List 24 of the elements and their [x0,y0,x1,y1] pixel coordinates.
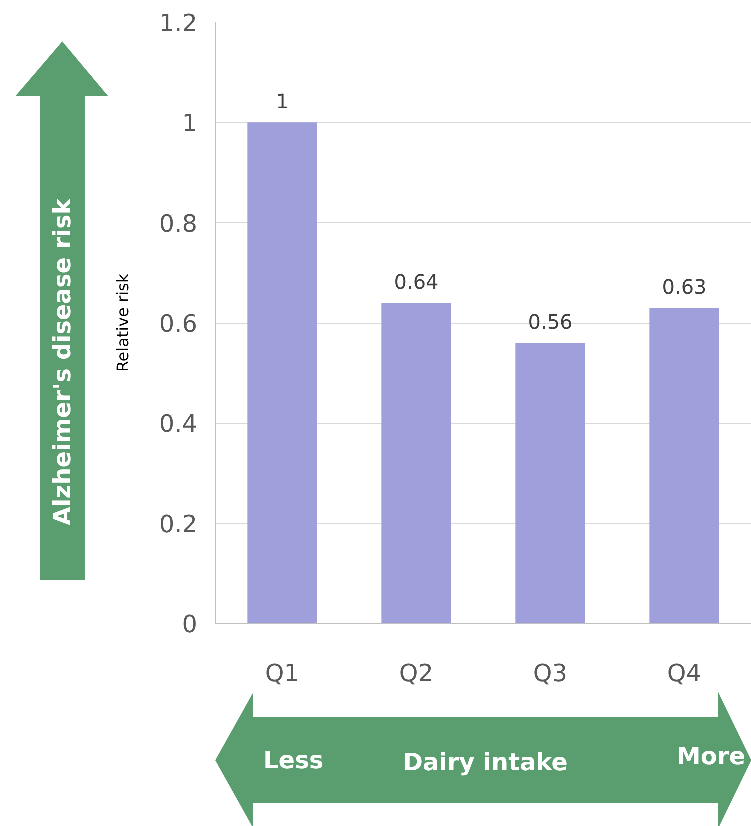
y-tick-label: 0 [182,610,198,638]
x-tick-label: Q2 [399,660,434,688]
bar [248,122,318,624]
x-tick-label: Q3 [533,660,568,688]
text: Less [264,746,324,774]
y-tick-label: 0.6 [159,310,198,338]
data-label: 0.63 [662,274,707,299]
data-label: 0.56 [528,310,573,334]
y-axis-title: Relative risk [113,273,132,372]
y-tick-label: 0.4 [159,410,198,438]
text: Alzheimer's disease risk [48,198,76,526]
data-label: 1 [276,90,289,114]
bar [382,302,452,624]
y-tick-label: 1 [182,110,198,138]
bar [516,343,586,624]
y-tick-label: 0.2 [159,510,198,538]
x-tick-label: Q4 [667,660,702,688]
x-tick-label: Q1 [265,660,300,688]
text: More [677,742,746,770]
y-tick-label: 1.2 [159,10,198,38]
bar [650,308,720,624]
data-label: 0.64 [394,270,439,294]
y-tick-label: 0.8 [159,210,198,238]
text: Dairy intake [403,748,568,776]
